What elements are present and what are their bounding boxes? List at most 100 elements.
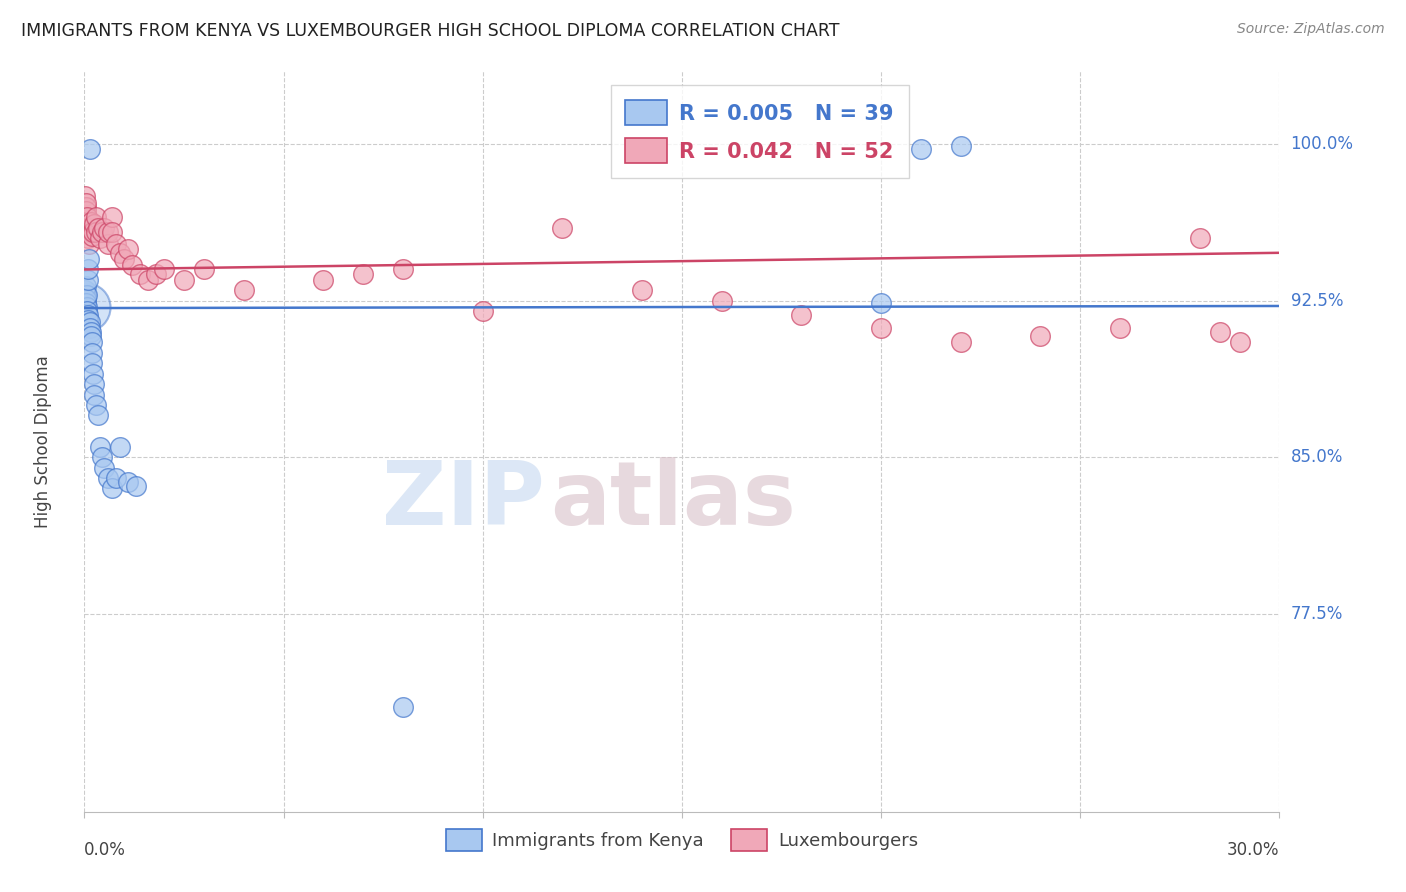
Point xyxy=(77,262,100,277)
Point xyxy=(1109,321,1132,335)
Point xyxy=(75,296,97,310)
Text: IMMIGRANTS FROM KENYA VS LUXEMBOURGER HIGH SCHOOL DIPLOMA CORRELATION CHART: IMMIGRANTS FROM KENYA VS LUXEMBOURGER HI… xyxy=(21,22,839,40)
Point xyxy=(86,211,108,225)
Text: 85.0%: 85.0% xyxy=(1291,448,1343,467)
Point xyxy=(76,287,98,301)
Text: Source: ZipAtlas.com: Source: ZipAtlas.com xyxy=(1237,22,1385,37)
Point xyxy=(75,195,97,210)
Point xyxy=(121,258,143,272)
Point xyxy=(82,346,104,360)
Point xyxy=(79,220,101,235)
Point xyxy=(87,409,110,423)
Point xyxy=(136,273,159,287)
Point xyxy=(312,273,335,287)
Point xyxy=(89,231,111,245)
Point xyxy=(949,139,972,153)
Point xyxy=(75,287,97,301)
Point xyxy=(949,335,972,350)
Point xyxy=(392,700,415,714)
Point xyxy=(97,237,120,252)
Point xyxy=(125,479,148,493)
Point xyxy=(870,321,893,335)
Point xyxy=(97,471,120,485)
Point xyxy=(75,279,97,293)
Point xyxy=(82,367,104,381)
Point xyxy=(80,335,103,350)
Point xyxy=(86,398,108,412)
Point xyxy=(83,377,105,392)
Point xyxy=(1188,231,1211,245)
Point xyxy=(1209,325,1232,339)
Point xyxy=(91,225,114,239)
Point xyxy=(80,325,103,339)
Point xyxy=(352,267,374,281)
Point xyxy=(79,315,101,329)
Point xyxy=(79,321,101,335)
Point xyxy=(101,225,124,239)
Point xyxy=(129,267,152,281)
Point xyxy=(710,293,733,308)
Point xyxy=(89,440,111,454)
Point xyxy=(76,309,98,323)
Point xyxy=(97,225,120,239)
Point xyxy=(910,142,932,156)
Point xyxy=(77,273,100,287)
Point xyxy=(105,471,128,485)
Point xyxy=(101,211,124,225)
Point xyxy=(153,262,176,277)
Point xyxy=(117,475,139,490)
Point xyxy=(471,304,494,318)
Point xyxy=(110,440,132,454)
Point xyxy=(76,225,98,239)
Point xyxy=(91,450,114,465)
Point xyxy=(76,211,98,225)
Point xyxy=(83,387,105,401)
Point xyxy=(80,225,103,239)
Point xyxy=(1229,335,1251,350)
Point xyxy=(82,225,104,239)
Point xyxy=(86,225,108,239)
Text: 92.5%: 92.5% xyxy=(1291,292,1343,310)
Point xyxy=(75,204,97,219)
Text: 30.0%: 30.0% xyxy=(1227,841,1279,859)
Point xyxy=(75,283,97,297)
Point xyxy=(79,142,101,156)
Point xyxy=(77,237,100,252)
Point xyxy=(83,217,105,231)
Point xyxy=(75,300,97,314)
Point xyxy=(76,300,98,314)
Text: ZIP: ZIP xyxy=(381,458,544,544)
Point xyxy=(76,220,98,235)
Point xyxy=(790,309,813,323)
Point xyxy=(75,292,97,306)
Point xyxy=(80,214,103,228)
Point xyxy=(93,460,115,475)
Point xyxy=(105,237,128,252)
Point xyxy=(117,242,139,256)
Point xyxy=(173,273,195,287)
Point xyxy=(193,262,215,277)
Point xyxy=(82,229,104,244)
Point xyxy=(112,252,135,266)
Point xyxy=(93,220,115,235)
Text: High School Diploma: High School Diploma xyxy=(34,355,52,528)
Point xyxy=(1029,329,1052,343)
Point xyxy=(870,296,893,310)
Text: 0.0%: 0.0% xyxy=(84,841,127,859)
Point xyxy=(392,262,415,277)
Legend: Immigrants from Kenya, Luxembourgers: Immigrants from Kenya, Luxembourgers xyxy=(439,822,925,858)
Point xyxy=(110,245,132,260)
Point xyxy=(631,283,654,297)
Point xyxy=(77,312,100,326)
Text: 77.5%: 77.5% xyxy=(1291,605,1343,623)
Point xyxy=(80,329,103,343)
Point xyxy=(75,200,97,214)
Point xyxy=(87,220,110,235)
Point xyxy=(75,293,97,308)
Point xyxy=(551,220,574,235)
Point xyxy=(232,283,254,297)
Point xyxy=(75,189,97,203)
Text: atlas: atlas xyxy=(551,458,796,544)
Point xyxy=(145,267,167,281)
Point xyxy=(77,252,100,266)
